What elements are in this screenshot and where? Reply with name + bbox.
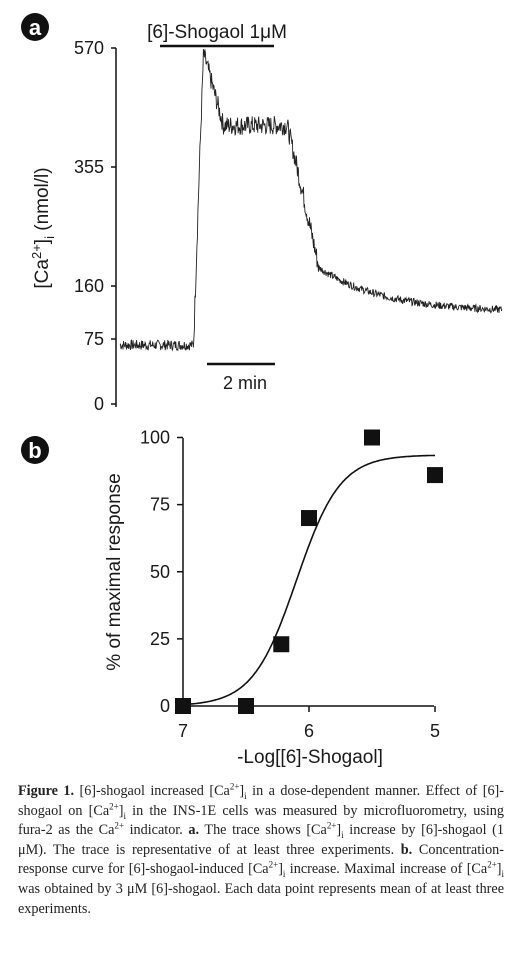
panel-a-y-label: [Ca2+]i (nmol/l) xyxy=(29,167,57,288)
data-point xyxy=(175,698,191,714)
data-point xyxy=(364,429,380,446)
caption-body: [6]-shogaol increased [Ca2+]i in a dose-… xyxy=(18,781,505,917)
panel-a-badge xyxy=(21,13,49,41)
data-point xyxy=(427,467,443,484)
x-tick-label: 5 xyxy=(430,721,440,741)
panel-a-label: a xyxy=(29,15,42,40)
y-tick-label: 570 xyxy=(74,38,104,58)
panel-b-y-ticks: 0 25 50 75 100 xyxy=(140,428,183,716)
y-tick-label: 75 xyxy=(150,495,170,515)
calcium-trace xyxy=(119,49,503,352)
panel-b-x-label: -Log[[6]-Shogaol] xyxy=(237,747,383,768)
fit-curve xyxy=(182,454,435,706)
y-tick-label: 0 xyxy=(94,394,104,414)
panel-b-label: b xyxy=(28,438,41,463)
y-tick-label: 355 xyxy=(74,157,104,177)
x-tick-label: 7 xyxy=(178,721,188,741)
panel-a-y-ticks: 0 75 160 355 570 xyxy=(74,38,116,414)
y-tick-label: 75 xyxy=(84,329,104,349)
panel-b-x-ticks: 7 6 5 xyxy=(178,706,440,741)
figure-caption: Figure 1. [6]-shogaol increased [Ca2+]i … xyxy=(18,782,504,919)
y-tick-label: 160 xyxy=(74,276,104,296)
data-point xyxy=(301,510,317,527)
x-tick-label: 6 xyxy=(304,721,314,741)
y-tick-label: 25 xyxy=(150,629,170,649)
y-tick-label: 50 xyxy=(150,562,170,582)
y-tick-label: 100 xyxy=(140,428,170,448)
caption-figure-label: Figure 1. xyxy=(18,783,75,799)
panel-a: a [6]-Shogaol 1μM 0 75 160 355 570 [Ca2+]i (… xyxy=(21,13,503,414)
y-tick-label: 0 xyxy=(160,696,170,716)
treatment-label: [6]-Shogaol 1μM xyxy=(147,22,287,43)
data-point xyxy=(273,636,290,653)
scale-bar-label: 2 min xyxy=(223,373,267,393)
panel-b-badge xyxy=(21,436,49,464)
panel-b-y-label: % of maximal response xyxy=(104,473,125,670)
data-point xyxy=(238,698,254,714)
data-points xyxy=(175,429,443,714)
panel-b: b 0 25 50 75 100 7 6 5 % of maximal response -… xyxy=(21,428,443,768)
